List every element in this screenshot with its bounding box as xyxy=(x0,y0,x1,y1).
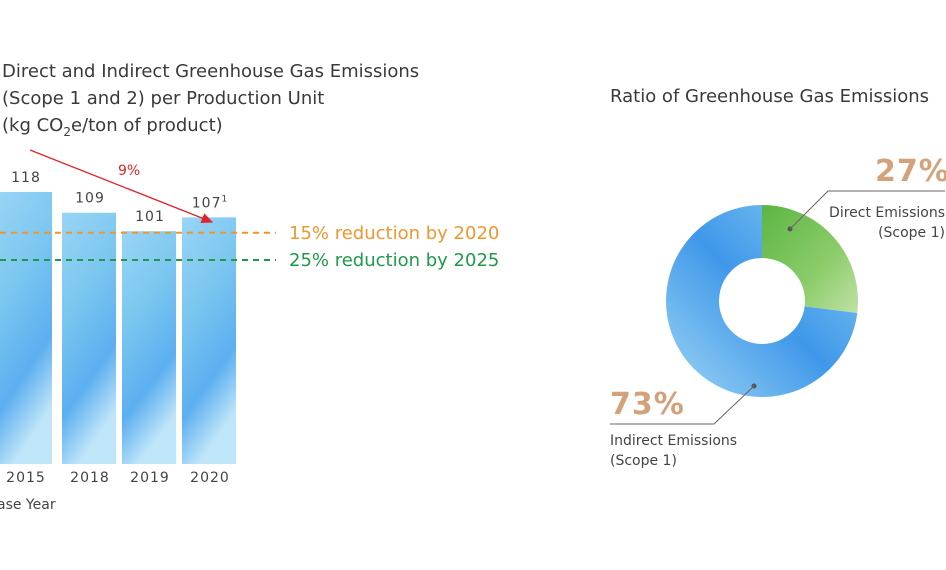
bar-chart-title-line-1: Direct and Indirect Greenhouse Gas Emiss… xyxy=(2,61,420,82)
base-year-label: ase Year xyxy=(0,497,56,513)
indirect-emissions-label: Indirect Emissions (Scope 1) xyxy=(610,433,738,469)
direct-leader-line xyxy=(789,190,945,230)
bar-value-label-2019: 101 xyxy=(135,209,165,225)
x-tick-label-2018: 2018 xyxy=(70,470,110,486)
bar-2018 xyxy=(62,212,116,464)
footnote-mark: 1 xyxy=(222,194,229,204)
bar-value-label-2018: 109 xyxy=(75,191,105,207)
direct-emissions-percent: 27% xyxy=(875,154,946,189)
bar-2020 xyxy=(182,217,236,464)
direct-emissions-label: Direct Emissions (Scope 1) xyxy=(829,205,945,241)
trend-label: 9% xyxy=(118,163,140,179)
x-tick-label-2019: 2019 xyxy=(130,470,170,486)
target-label-2: 25% reduction by 2025 xyxy=(289,250,499,271)
indirect-leader-line xyxy=(610,385,755,425)
target-label-1: 15% reduction by 2020 xyxy=(289,223,499,244)
donut-slice-2 xyxy=(666,205,858,397)
bar-chart-title: Direct and Indirect Greenhouse Gas Emiss… xyxy=(2,58,419,146)
x-tick-label-2015: 2015 xyxy=(6,470,46,486)
bar-chart-unit: (kg CO2e/ton of product) xyxy=(2,115,223,139)
bar-value-label-2020: 1071 xyxy=(192,194,228,211)
donut-slice-1 xyxy=(762,205,858,314)
bar-value-label-2015: 118 xyxy=(11,170,41,186)
donut-chart-title: Ratio of Greenhouse Gas Emissions xyxy=(610,86,930,107)
indirect-emissions-percent: 73% xyxy=(610,387,685,422)
x-tick-label-2020: 2020 xyxy=(190,470,230,486)
trend-arrow xyxy=(29,149,214,224)
bar-2019 xyxy=(122,231,176,464)
bar-chart-title-line-2: (Scope 1 and 2) per Production Unit xyxy=(2,88,325,109)
bar-2015 xyxy=(0,192,52,464)
